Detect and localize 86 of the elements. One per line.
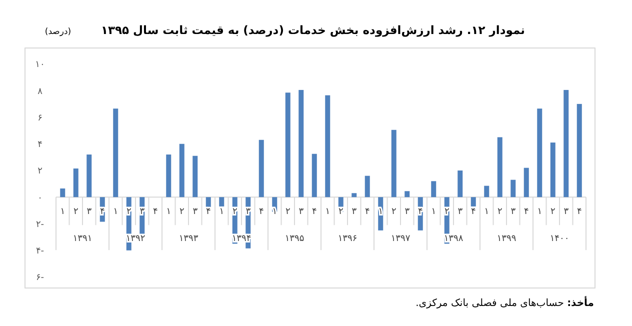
bar (298, 90, 304, 198)
annotation: ۱۳۹۵ (284, 234, 304, 244)
bar (73, 168, 78, 198)
x-tick-label: ۳ (140, 207, 145, 218)
y-tick-label: ۰ (38, 193, 42, 204)
y-tick-label: ۶ (38, 113, 43, 124)
x-tick-label: ۲ (285, 207, 290, 218)
bar (497, 137, 502, 198)
x-tick-label: ۳ (404, 207, 410, 218)
x-tick-label: ۱ (325, 207, 330, 218)
x-tick-label: ۴ (470, 207, 476, 218)
x-tick-label: ۲ (179, 207, 184, 218)
x-tick-label: ۳ (510, 207, 516, 218)
bar (391, 130, 396, 198)
bar (113, 108, 118, 198)
x-tick-label: ۱ (484, 207, 490, 218)
x-tick-label: ۲ (232, 207, 238, 218)
x-tick-label: ۱ (166, 207, 172, 218)
bar (431, 181, 436, 198)
x-tick-label: ۳ (246, 207, 251, 218)
annotation: ۱۳۹۹ (496, 234, 516, 244)
y-tick-label: ۲- (36, 220, 44, 230)
bar (86, 154, 92, 198)
annotation: ۱۴۰۰ (550, 234, 570, 244)
y-tick-label: ۴- (36, 246, 44, 257)
x-tick-label: ۱ (60, 207, 66, 218)
annotation: ۱۳۹۶ (338, 234, 358, 244)
bar (60, 188, 66, 198)
bar (325, 95, 330, 198)
x-tick-label: ۱ (431, 207, 436, 218)
bar (364, 176, 370, 198)
x-tick-label: ۴ (100, 207, 105, 218)
x-tick-label: ۴ (364, 207, 370, 218)
x-tick-label: ۴ (206, 207, 211, 218)
x-tick-label: ۱ (378, 207, 384, 218)
bar (564, 90, 569, 198)
bar (258, 140, 264, 198)
x-tick-label: ۲ (126, 207, 132, 218)
x-tick-label: ۱ (219, 207, 224, 218)
y-tick-label: ۱۰ (35, 60, 45, 70)
bar (537, 108, 542, 198)
x-tick-label: ۲ (550, 207, 556, 218)
x-tick-label: ۲ (444, 207, 450, 218)
x-tick-label: ۲ (497, 207, 502, 218)
annotation: ۱۳۹۳ (178, 234, 198, 244)
bar (312, 154, 317, 198)
x-tick-label: ۱ (272, 207, 278, 218)
bar (510, 180, 516, 198)
x-tick-label: ۱ (113, 207, 118, 218)
x-tick-label: ۴ (258, 207, 264, 218)
x-tick-label: ۴ (418, 207, 423, 218)
x-tick-label: ۴ (152, 207, 158, 218)
bar (470, 197, 476, 206)
y-tick-label: ۴ (38, 140, 43, 150)
x-tick-label: ۴ (524, 207, 529, 218)
bar (219, 197, 224, 206)
bar (352, 193, 357, 198)
bar (524, 168, 529, 198)
bar (285, 92, 290, 198)
bar (550, 142, 556, 198)
y-tick-label: ۶- (36, 273, 44, 284)
x-tick-label: ۳ (458, 207, 463, 218)
y-tick-label: ۲ (38, 166, 43, 177)
x-tick-label: ۳ (86, 207, 92, 218)
bar (576, 104, 582, 198)
y-tick-label: ۸ (38, 86, 43, 97)
annotation: ۱۳۹۱ (72, 234, 92, 244)
x-tick-label: ۱ (537, 207, 542, 218)
text: مأخذ: حساب‌های ملی فصلی بانک مرکزی. (416, 296, 594, 309)
bar (404, 191, 410, 198)
x-tick-label: ۲ (391, 207, 396, 218)
x-tick-label: ۴ (576, 207, 582, 218)
bar (484, 186, 490, 198)
bar (166, 154, 172, 198)
annotation: ۱۳۹۷ (390, 234, 410, 244)
x-tick-label: ۳ (298, 207, 304, 218)
x-tick-label: ۳ (192, 207, 198, 218)
y-axis-title: (درصد) (44, 27, 72, 37)
x-tick-label: ۴ (312, 207, 317, 218)
x-tick-label: ۳ (352, 207, 357, 218)
chart-title: نمودار ۱۲. رشد ارزش‌افزوده بخش خدمات (درصد) به قیمت ثابت سال ۱۳۹۵ (100, 23, 525, 37)
bar (458, 170, 463, 198)
bar (179, 144, 184, 198)
bar (192, 156, 198, 198)
x-tick-label: ۲ (73, 207, 78, 218)
x-tick-label: ۳ (564, 207, 569, 218)
